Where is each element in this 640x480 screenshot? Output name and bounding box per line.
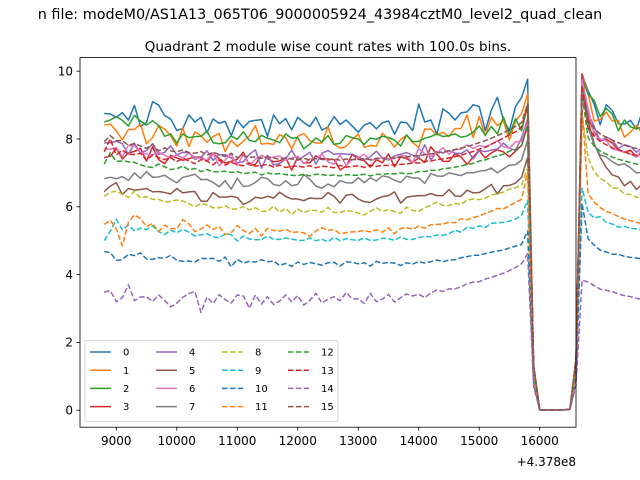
series-7-line (104, 86, 640, 411)
series-6-line (104, 78, 640, 411)
x-tick-label: 14000 (400, 434, 438, 448)
y-tick-label: 10 (58, 64, 73, 78)
legend-label-13: 13 (321, 366, 334, 377)
series-2-line (103, 77, 640, 411)
legend-label-5: 5 (189, 366, 195, 377)
x-tick-label: 15000 (460, 434, 498, 448)
series-9-line (103, 187, 640, 411)
x-tick-label: 13000 (339, 434, 377, 448)
series-0-line (104, 73, 640, 411)
series-1-line (104, 74, 640, 411)
legend-label-12: 12 (321, 348, 334, 359)
x-tick-label: 16000 (521, 434, 559, 448)
series-13-line (103, 84, 640, 411)
legend-label-14: 14 (321, 384, 334, 395)
y-tick-label: 8 (65, 132, 73, 146)
legend-label-9: 9 (255, 366, 261, 377)
series-layer (103, 73, 640, 411)
x-tick-label: 9000 (101, 434, 132, 448)
legend-label-3: 3 (123, 402, 129, 413)
y-tick-label: 4 (65, 268, 73, 282)
x-tick-label: 12000 (279, 434, 317, 448)
series-10-line (104, 202, 640, 411)
y-tick-label: 6 (65, 200, 73, 214)
axes-frame (79, 57, 577, 428)
legend-label-8: 8 (255, 348, 261, 359)
legend-label-4: 4 (189, 348, 195, 359)
legend-box (84, 340, 339, 422)
legend-label-1: 1 (123, 366, 129, 377)
chart-title: Quadrant 2 module wise count rates with … (145, 39, 511, 55)
x-tick-label: 10000 (158, 434, 196, 448)
x-offset-label: +4.378e8 (517, 455, 576, 469)
series-11-line (103, 109, 640, 411)
legend-label-11: 11 (255, 402, 268, 413)
legend-label-2: 2 (123, 384, 129, 395)
legend-label-15: 15 (321, 402, 334, 413)
y-tick-label: 0 (65, 404, 73, 418)
series-8-line (103, 113, 640, 411)
legend-label-10: 10 (255, 384, 268, 395)
figure-title: n file: modeM0/AS1A13_065T06_9000005924_… (38, 7, 603, 23)
legend-label-6: 6 (189, 384, 195, 395)
series-14-line (103, 252, 640, 411)
axes-layer: 9000 10000 11000 12000 13000 14000 15000 16000 0… (58, 57, 577, 469)
legend-label-0: 0 (123, 348, 129, 359)
series-15-line (103, 96, 640, 411)
series-12-line (103, 93, 640, 411)
legend-label-7: 7 (189, 402, 195, 413)
x-tick-label: 11000 (218, 434, 256, 448)
series-5-line (103, 79, 640, 411)
y-tick-label: 2 (65, 336, 73, 350)
